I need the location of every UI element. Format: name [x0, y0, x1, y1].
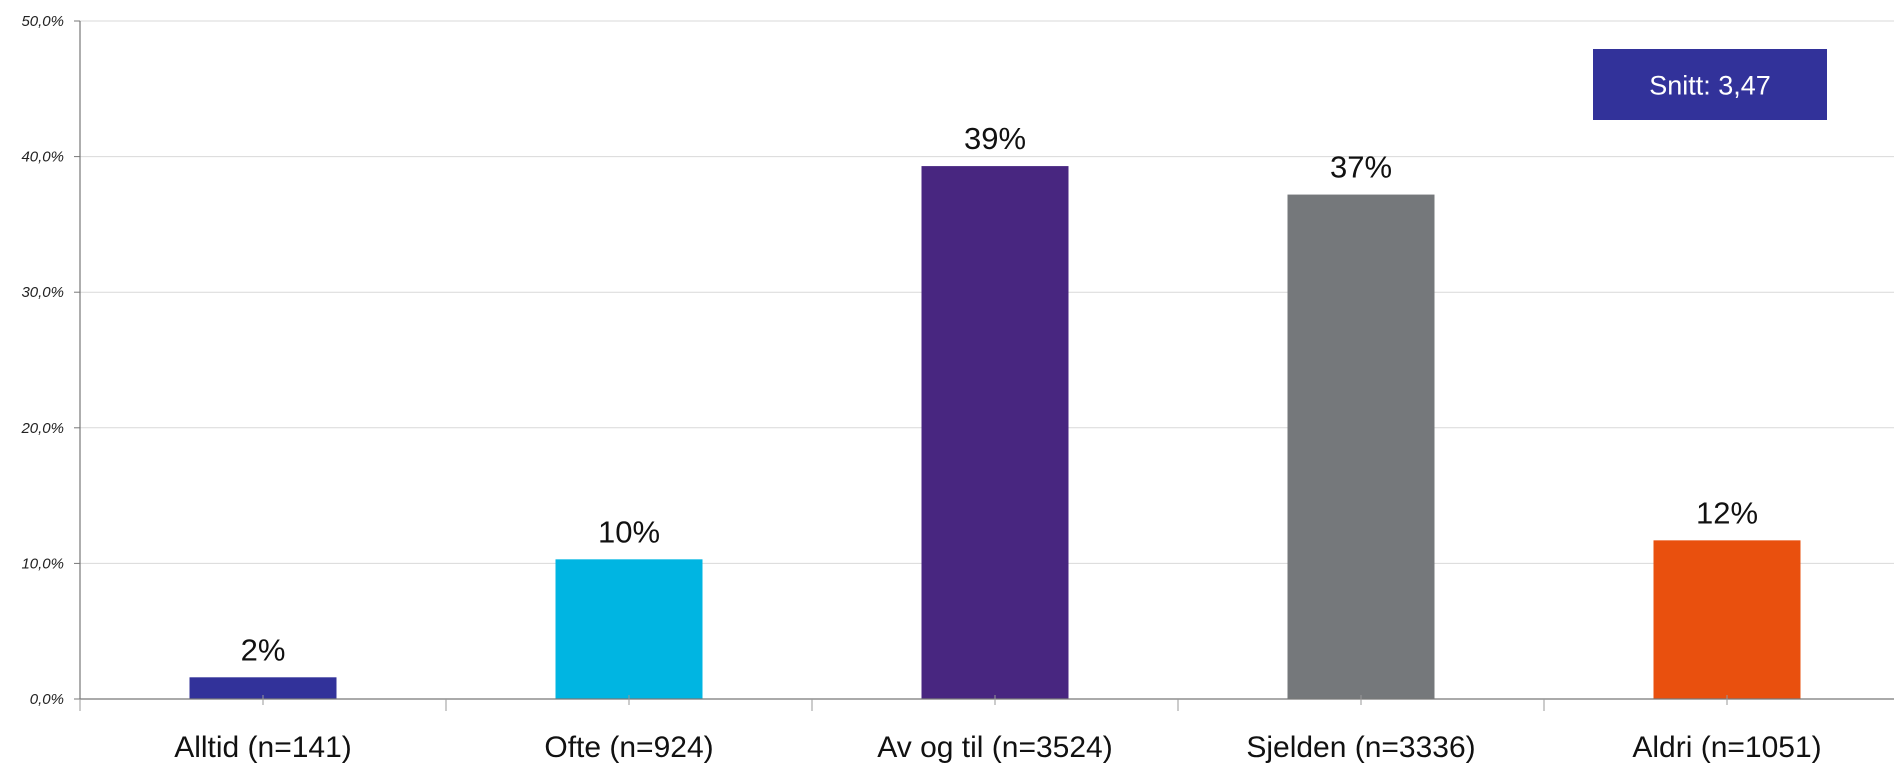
data-labels: 2% 10% 39% 37% 12%: [241, 121, 1758, 667]
bar-0: [189, 677, 337, 699]
data-label-0: 2%: [241, 632, 286, 667]
x-tick-label-4: Aldri (n=1051): [1632, 731, 1821, 764]
data-label-2: 39%: [964, 121, 1026, 156]
y-tick-label-1: 10,0%: [21, 555, 64, 572]
bars: [189, 166, 1801, 700]
y-tick-label-5: 50,0%: [21, 13, 64, 30]
data-label-4: 12%: [1696, 495, 1758, 530]
x-tick-label-0: Alltid (n=141): [174, 731, 352, 764]
x-tick-label-3: Sjelden (n=3336): [1246, 731, 1475, 764]
bar-1: [555, 559, 703, 699]
y-tick-label-2: 20,0%: [20, 420, 64, 437]
x-axis: [79, 21, 1894, 711]
x-tick-label-2: Av og til (n=3524): [877, 731, 1112, 764]
average-badge-text: Snitt: 3,47: [1649, 71, 1771, 101]
average-badge-box: [1593, 49, 1827, 120]
x-axis-labels: Alltid (n=141) Ofte (n=924) Av og til (n=3…: [174, 731, 1821, 764]
data-label-3: 37%: [1330, 150, 1392, 185]
data-label-1: 10%: [598, 514, 660, 549]
bar-2: [921, 166, 1069, 700]
bar-4: [1653, 540, 1801, 699]
y-tick-label-3: 30,0%: [21, 284, 64, 301]
y-tick-label-4: 40,0%: [21, 149, 64, 166]
x-tick-label-1: Ofte (n=924): [544, 731, 713, 764]
y-tick-label-0: 0,0%: [30, 691, 64, 708]
y-axis-ticks: 0,0% 10,0% 20,0% 30,0% 40,0% 50,0%: [20, 13, 80, 708]
bar-3: [1287, 194, 1435, 699]
average-badge: Snitt: 3,47: [1593, 49, 1827, 120]
